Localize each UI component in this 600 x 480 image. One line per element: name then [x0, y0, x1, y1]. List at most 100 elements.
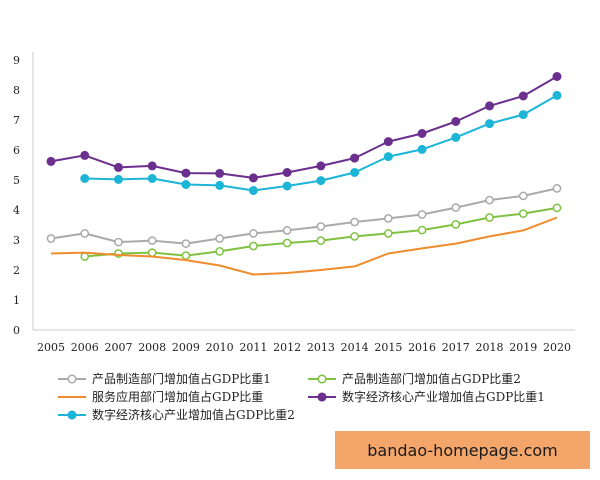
data-point	[518, 209, 528, 218]
data-point	[181, 251, 191, 260]
series-group	[46, 184, 562, 248]
data-point	[249, 241, 258, 251]
x-tick-label: 2011	[239, 341, 267, 354]
x-tick-label: 2005	[37, 341, 65, 354]
y-tick-label: 8	[13, 84, 20, 97]
x-tick-label: 2019	[509, 341, 537, 354]
data-point	[350, 168, 360, 177]
y-tick-label: 2	[13, 264, 20, 277]
data-point	[383, 214, 393, 223]
data-point	[113, 174, 123, 184]
y-tick-label: 6	[13, 144, 20, 157]
data-point	[451, 203, 461, 212]
data-point	[417, 144, 427, 154]
series-group	[46, 72, 562, 183]
x-tick-label: 2006	[71, 341, 99, 354]
data-point	[181, 168, 191, 178]
data-point	[181, 180, 191, 189]
legend-swatch-marker	[67, 374, 77, 384]
data-point	[350, 232, 359, 241]
data-point	[316, 161, 326, 171]
legend-item: 产品制造部门增加值占GDP比重1	[58, 371, 271, 386]
data-point	[282, 181, 292, 191]
data-point	[147, 248, 157, 257]
y-tick-label: 7	[13, 114, 20, 127]
data-point	[552, 72, 562, 81]
series-line	[50, 75, 558, 179]
data-point	[451, 132, 461, 142]
data-point	[181, 239, 191, 248]
legend-swatch-marker	[317, 374, 327, 384]
data-point	[552, 203, 562, 213]
data-point	[485, 213, 494, 222]
x-tick-label: 2010	[206, 341, 234, 354]
data-point	[552, 184, 562, 193]
legend-label: 服务应用部门增加值占GDP比重	[92, 389, 263, 404]
y-tick-label: 9	[13, 54, 20, 67]
data-point	[350, 217, 359, 227]
legend-label: 产品制造部门增加值占GDP比重1	[92, 371, 271, 386]
data-point	[249, 229, 258, 238]
chart-legend: 产品制造部门增加值占GDP比重1 产品制造部门增加值占GDP比重2 服务应用部门增加…	[58, 371, 545, 422]
data-point	[350, 153, 360, 163]
chart-series	[46, 72, 562, 276]
legend-label: 数字经济核心产业增加值占GDP比重2	[92, 407, 295, 422]
data-point	[282, 238, 292, 248]
data-point	[147, 161, 157, 171]
data-point	[147, 236, 157, 245]
series-group	[50, 216, 558, 276]
data-point	[552, 90, 562, 100]
x-tick-label: 2018	[476, 341, 504, 354]
data-point	[282, 226, 292, 235]
legend-swatch-marker	[317, 392, 327, 402]
data-point	[316, 176, 326, 186]
data-point	[147, 174, 157, 183]
data-point	[46, 156, 56, 166]
data-point	[282, 168, 292, 177]
legend-swatch-marker	[67, 410, 77, 420]
data-point	[518, 191, 528, 201]
data-point	[80, 174, 90, 183]
data-point	[114, 237, 123, 247]
data-point	[80, 150, 90, 160]
data-point	[215, 180, 225, 190]
x-tick-label: 2016	[408, 341, 436, 354]
data-point	[518, 91, 528, 101]
series-group	[80, 90, 562, 195]
data-point	[80, 252, 90, 261]
x-tick-label: 2020	[543, 341, 571, 354]
legend-item: 数字经济核心产业增加值占GDP比重2	[58, 407, 295, 422]
legend-label: 产品制造部门增加值占GDP比重2	[342, 371, 521, 386]
x-tick-label: 2014	[341, 341, 369, 354]
data-point	[316, 236, 326, 245]
series-group	[80, 203, 562, 261]
x-tick-label: 2012	[273, 341, 301, 354]
legend-label: 数字经济核心产业增加值占GDP比重1	[342, 389, 545, 404]
x-tick-label: 2008	[138, 341, 166, 354]
data-point	[485, 101, 495, 111]
data-point	[417, 129, 427, 138]
data-point	[215, 247, 225, 256]
x-tick-label: 2017	[442, 341, 470, 354]
data-point	[383, 229, 393, 238]
data-point	[316, 222, 326, 231]
series-line	[50, 216, 558, 276]
x-tick-label: 2015	[374, 341, 402, 354]
series-line	[50, 187, 558, 245]
watermark-text: bandao-homepage.com	[367, 440, 558, 460]
watermark-banner: bandao-homepage.com	[335, 431, 590, 469]
data-point	[46, 234, 56, 243]
data-point	[248, 186, 258, 195]
data-point	[485, 195, 494, 205]
data-point	[248, 173, 258, 183]
legend-item: 产品制造部门增加值占GDP比重2	[308, 371, 521, 386]
data-point	[451, 117, 461, 126]
data-point	[383, 137, 393, 147]
data-point	[417, 210, 427, 219]
x-tick-label: 2007	[104, 341, 132, 354]
y-tick-label: 1	[13, 294, 20, 307]
x-tick-label: 2013	[307, 341, 335, 354]
chart-axes: 0 1 2 3 4 5 6 7 8 9 2005 2006 2007 2008 2009 2010 2011 20…	[13, 52, 575, 354]
data-point	[215, 168, 225, 178]
